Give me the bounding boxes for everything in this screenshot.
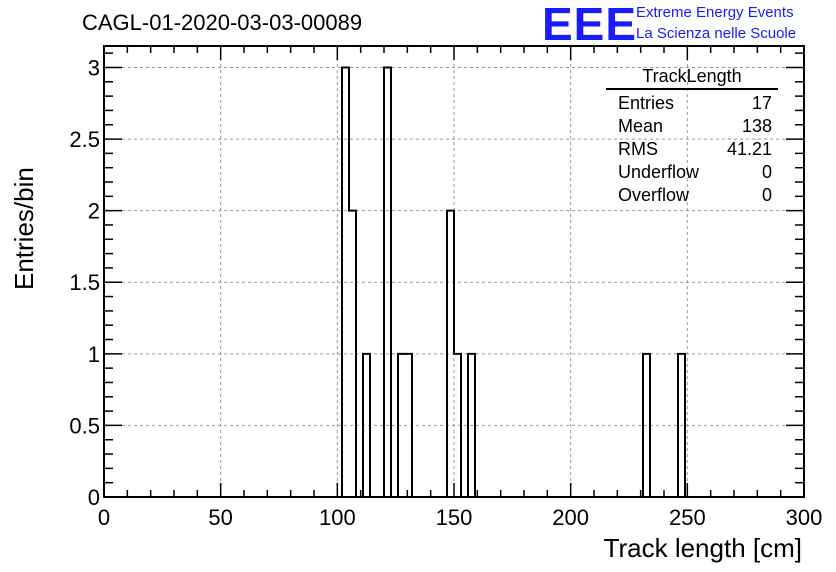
y-tick-label: 2 [88,199,100,224]
stats-value: 0 [761,185,772,205]
stats-label: Entries [618,93,675,113]
stats-value: 17 [751,93,772,113]
stats-value: 138 [741,116,772,136]
histogram-outline [341,66,686,497]
stats-row-mean: Mean 138 [606,115,778,138]
x-tick-label: 300 [786,505,823,530]
y-tick-label: 3 [88,55,100,80]
stats-row-underflow: Underflow 0 [606,161,778,184]
logo-text-line2: La Scienza nelle Scuole [636,25,797,42]
x-tick-label: 200 [552,505,589,530]
y-tick-label: 0 [88,485,100,510]
stats-box: TrackLength Entries 17 Mean 138 RMS 41.2… [606,66,778,207]
stats-label: Underflow [618,162,700,182]
chart-title: CAGL-01-2020-03-03-00089 [82,10,363,35]
stats-label: RMS [618,139,658,159]
stats-row-entries: Entries 17 [606,92,778,115]
y-tick-label: 0.5 [69,413,100,438]
x-axis-label: Track length [cm] [603,533,802,563]
stats-row-overflow: Overflow 0 [606,184,778,207]
x-tick-label: 50 [208,505,232,530]
y-axis-label: Entries/bin [9,167,39,290]
stats-title: TrackLength [606,66,778,90]
stats-value: 0 [761,162,772,182]
stats-value: 41.21 [726,139,772,159]
x-tick-label: 0 [98,505,110,530]
y-tick-label: 1.5 [69,270,100,295]
y-tick-label: 1 [88,342,100,367]
logo-text-line1: Extreme Energy Events [636,4,794,21]
stats-label: Overflow [618,185,690,205]
x-tick-label: 250 [669,505,706,530]
x-tick-label: 100 [319,505,356,530]
stats-label: Mean [618,116,664,136]
x-tick-label: 150 [436,505,473,530]
stats-row-rms: RMS 41.21 [606,138,778,161]
y-tick-label: 2.5 [69,127,100,152]
eee-logo: EEE [542,0,638,50]
